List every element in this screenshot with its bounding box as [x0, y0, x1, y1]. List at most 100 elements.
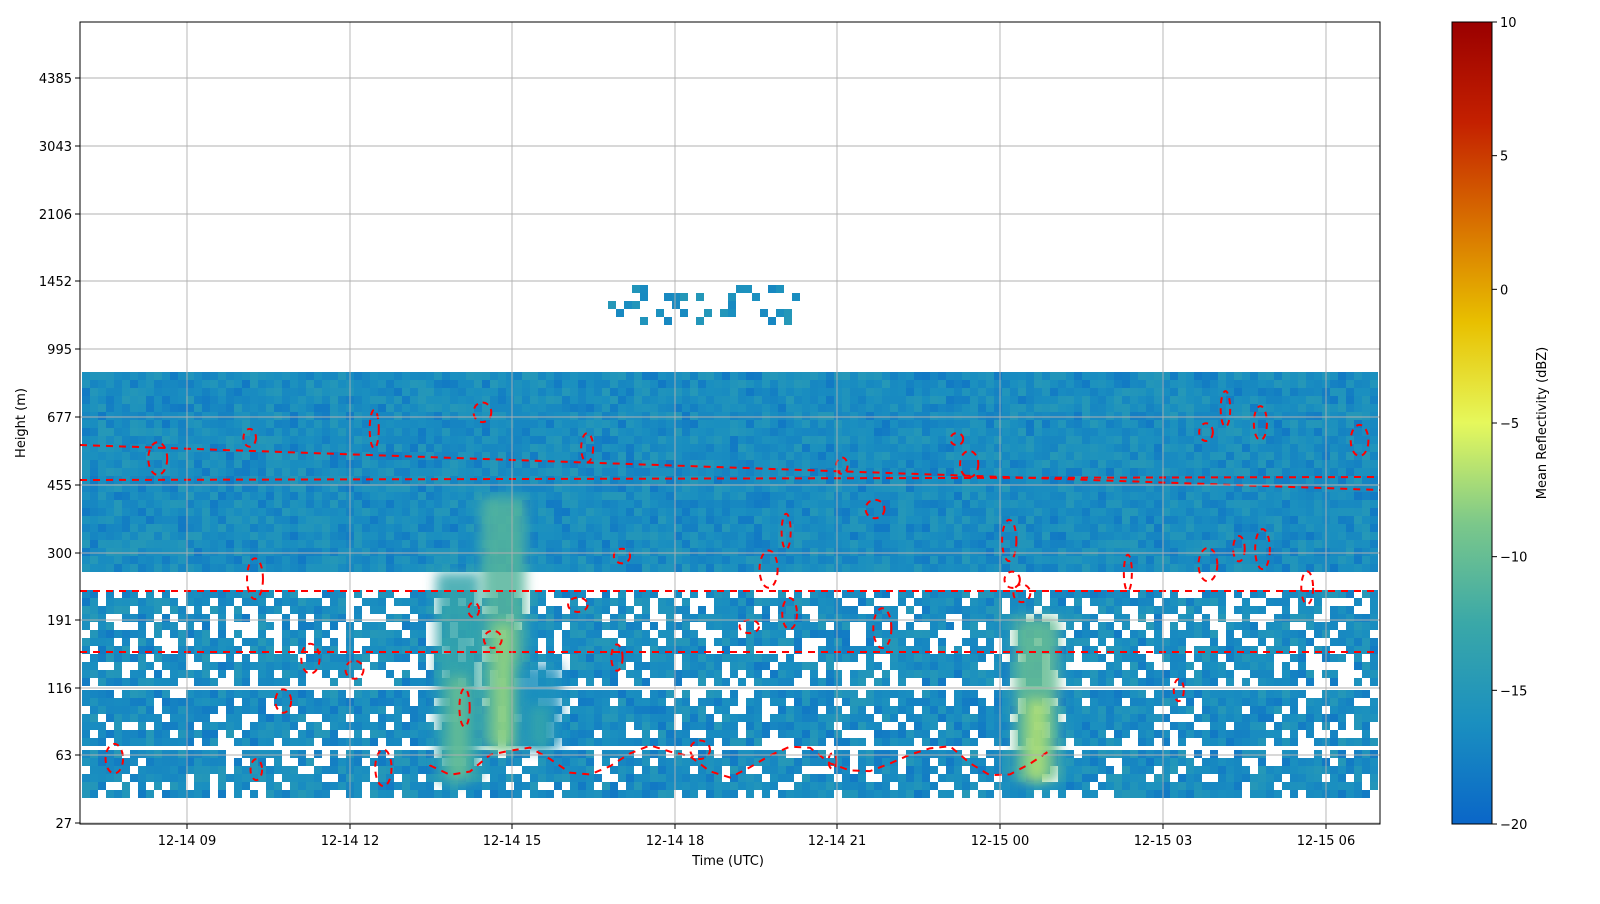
heatmap-cell — [114, 532, 122, 540]
heatmap-cell — [706, 532, 714, 540]
heatmap-cell — [314, 564, 322, 572]
heatmap-cell — [610, 516, 618, 524]
heatmap-cell — [1362, 508, 1370, 516]
heatmap-cell — [1066, 638, 1074, 646]
heatmap-cell — [698, 540, 706, 548]
heatmap-cell — [1290, 452, 1298, 460]
heatmap-cell — [962, 638, 970, 646]
heatmap-cell — [458, 396, 466, 404]
heatmap-cell — [90, 428, 98, 436]
heatmap-cell — [1018, 428, 1026, 436]
heatmap-cell — [1018, 556, 1026, 564]
heatmap-cell — [370, 500, 378, 508]
heatmap-cell — [986, 638, 994, 646]
heatmap-cell — [1170, 444, 1178, 452]
heatmap-cell — [714, 396, 722, 404]
heatmap-cell — [1290, 372, 1298, 380]
heatmap-cell — [354, 444, 362, 452]
heatmap-cell — [418, 444, 426, 452]
heatmap-cell — [634, 564, 642, 572]
heatmap-cell — [194, 540, 202, 548]
heatmap-cell — [930, 532, 938, 540]
heatmap-cell — [1010, 460, 1018, 468]
heatmap-cell — [658, 492, 666, 500]
heatmap-cell — [178, 516, 186, 524]
heatmap-cell — [898, 516, 906, 524]
heatmap-cell — [546, 492, 554, 500]
heatmap-cell — [1330, 564, 1338, 572]
heatmap-cell — [1242, 564, 1250, 572]
heatmap-cell — [90, 380, 98, 388]
heatmap-cell — [162, 420, 170, 428]
heatmap-cell — [554, 590, 562, 598]
heatmap-cell — [698, 564, 706, 572]
heatmap-cell — [1098, 452, 1106, 460]
heatmap-cell — [1346, 372, 1354, 380]
heatmap-cell — [162, 622, 170, 630]
heatmap-cell — [250, 564, 258, 572]
heatmap-cell — [1330, 622, 1338, 630]
heatmap-cell — [178, 468, 186, 476]
heatmap-cell — [410, 598, 418, 606]
heatmap-cell — [586, 404, 594, 412]
heatmap-cell — [234, 548, 242, 556]
heatmap-cell — [138, 444, 146, 452]
heatmap-cell — [874, 630, 882, 638]
heatmap-cell — [810, 556, 818, 564]
heatmap-cell — [546, 606, 554, 614]
heatmap-cell — [1306, 404, 1314, 412]
heatmap-cell — [818, 468, 826, 476]
heatmap-cell — [1106, 524, 1114, 532]
heatmap-cell — [1362, 396, 1370, 404]
heatmap-cell — [1250, 548, 1258, 556]
heatmap-cell — [170, 380, 178, 388]
heatmap-cell — [114, 460, 122, 468]
heatmap-cell — [842, 622, 850, 630]
heatmap-cell — [82, 614, 90, 622]
heatmap-cell — [1098, 396, 1106, 404]
heatmap-cell — [1274, 598, 1282, 606]
heatmap-cell — [938, 396, 946, 404]
heatmap-cell — [738, 396, 746, 404]
heatmap-cell — [562, 492, 570, 500]
heatmap-cell — [1250, 630, 1258, 638]
heatmap-cell — [554, 508, 562, 516]
heatmap-cell — [442, 380, 450, 388]
heatmap-cell — [226, 420, 234, 428]
heatmap-cell — [202, 412, 210, 420]
heatmap-cell — [138, 524, 146, 532]
heatmap-cell — [226, 460, 234, 468]
heatmap-cell — [354, 508, 362, 516]
heatmap-cell — [218, 598, 226, 606]
heatmap-cell — [522, 380, 530, 388]
heatmap-cell — [1370, 532, 1378, 540]
heatmap-cell — [1106, 420, 1114, 428]
heatmap-cell — [994, 404, 1002, 412]
heatmap-cell — [386, 388, 394, 396]
heatmap-cell — [914, 532, 922, 540]
heatmap-cell — [386, 444, 394, 452]
heatmap-cell — [1186, 622, 1194, 630]
heatmap-cell — [1154, 468, 1162, 476]
heatmap-cell — [1362, 492, 1370, 500]
heatmap-cell — [1074, 380, 1082, 388]
heatmap-cell — [802, 516, 810, 524]
heatmap-cell — [954, 548, 962, 556]
heatmap-cell — [762, 606, 770, 614]
heatmap-cell — [194, 508, 202, 516]
heatmap-cell — [738, 556, 746, 564]
heatmap-cell — [1250, 444, 1258, 452]
heatmap-cell — [1186, 420, 1194, 428]
heatmap-cell — [170, 420, 178, 428]
heatmap-cell — [410, 638, 418, 646]
heatmap-cell — [602, 412, 610, 420]
heatmap-cell — [986, 468, 994, 476]
heatmap-cell — [178, 380, 186, 388]
heatmap-cell — [706, 614, 714, 622]
heatmap-cell — [394, 630, 402, 638]
heatmap-cell — [1194, 404, 1202, 412]
heatmap-cell — [634, 420, 642, 428]
heatmap-cell — [618, 436, 626, 444]
heatmap-cell — [1066, 388, 1074, 396]
heatmap-cell — [714, 444, 722, 452]
